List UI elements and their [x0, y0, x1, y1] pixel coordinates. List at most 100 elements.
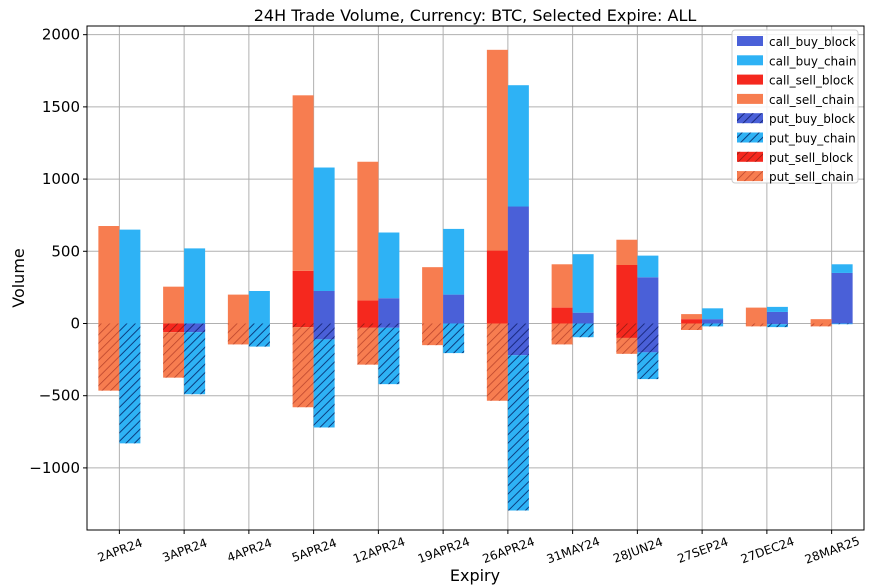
bar-call_buy_chain	[572, 254, 594, 313]
bar-call_buy_block	[507, 206, 529, 324]
bar-call_buy_block	[443, 294, 465, 324]
bar-call_buy_chain	[313, 167, 335, 291]
bar-call_buy_block	[766, 311, 788, 324]
y-axis: −1000 −500 0 500 1000 1500 2000	[29, 26, 87, 477]
legend-box	[731, 29, 859, 184]
bar-call_sell_chain	[227, 294, 249, 324]
bar-call_buy_chain	[248, 290, 270, 324]
x-tick-label: 4APR24	[225, 536, 274, 565]
x-tick-label: 19APR24	[416, 534, 472, 566]
x-tick-label: 12APR24	[351, 534, 407, 566]
bar-hatch-put_sell_block	[163, 323, 185, 333]
bar-hatch-put_sell_chain	[98, 323, 120, 391]
bar-hatch-put_sell_chain	[745, 323, 767, 327]
plot-frame	[86, 25, 865, 531]
bar-call_sell_chain	[745, 307, 767, 324]
bar-hatch-put_sell_chain	[227, 323, 249, 345]
y-tick-label: 2000	[42, 26, 80, 44]
legend-hatch-put_buy_block	[737, 113, 763, 124]
bar-hatch-put_buy_chain	[248, 323, 270, 347]
legend-swatch-call_sell_chain	[737, 93, 763, 104]
bar-hatch-put_buy_chain	[507, 355, 529, 511]
legend-label-call_buy_chain: call_buy_chain	[769, 54, 856, 68]
bar-hatch-put_buy_chain	[831, 323, 853, 325]
bar-hatch-put_buy_block	[507, 323, 529, 356]
bar-call_sell_chain	[551, 264, 573, 308]
legend: call_buy_block call_buy_chain call_sell_bl…	[731, 29, 859, 184]
legend-swatch-call_buy_block	[737, 36, 763, 46]
bar-call_sell_block	[616, 265, 638, 324]
x-tick-label: 26APR24	[481, 534, 537, 566]
bar-hatch-put_buy_block	[637, 323, 659, 353]
x-tick-label: 2APR24	[96, 536, 145, 565]
bar-call_sell_chain	[422, 267, 444, 324]
x-tick-label: 31MAY24	[545, 534, 602, 566]
y-tick-label: 1500	[42, 98, 80, 116]
legend-label-call_buy_block: call_buy_block	[769, 35, 856, 49]
bar-call_sell_block	[357, 300, 379, 324]
y-tick-label: 1000	[42, 170, 80, 188]
legend-label-put_buy_block: put_buy_block	[769, 112, 855, 126]
bars	[98, 49, 853, 511]
x-axis-label: Expiry	[450, 566, 500, 585]
bar-call_buy_chain	[702, 308, 724, 320]
bar-call_sell_chain	[681, 314, 703, 320]
legend-swatch-call_sell_block	[737, 74, 763, 85]
bar-hatch-put_buy_chain	[702, 323, 724, 327]
bar-hatch-put_sell_chain	[357, 327, 379, 365]
bar-hatch-put_sell_chain	[810, 323, 832, 327]
bar-hatch-put_buy_block	[313, 323, 335, 340]
bar-hatch-put_buy_chain	[637, 352, 659, 380]
bar-call_sell_chain	[357, 161, 379, 301]
bar-call_sell_block	[292, 270, 314, 324]
bar-call_buy_block	[378, 298, 400, 324]
bar-hatch-put_sell_chain	[551, 323, 573, 345]
bar-hatch-put_buy_chain	[443, 323, 465, 354]
bar-call_sell_chain	[486, 49, 508, 251]
bar-call_sell_block	[551, 307, 573, 324]
legend-hatch-put_sell_chain	[737, 171, 763, 182]
bar-call_sell_block	[681, 319, 703, 324]
y-axis-label: Volume	[9, 248, 28, 308]
bar-call_buy_block	[572, 312, 594, 324]
bar-hatch-put_sell_chain	[422, 323, 444, 346]
bar-hatch-put_buy_chain	[313, 339, 335, 428]
bar-call_buy_chain	[766, 306, 788, 312]
legend-label-put_sell_block: put_sell_block	[769, 151, 853, 165]
bar-call_buy_chain	[637, 255, 659, 278]
y-tick-label: 500	[51, 242, 80, 260]
chart-title: 24H Trade Volume, Currency: BTC, Selecte…	[254, 6, 697, 25]
x-tick-label: 27SEP24	[675, 535, 730, 566]
bar-hatch-put_buy_block	[766, 323, 788, 325]
bar-hatch-put_buy_chain	[184, 332, 206, 395]
legend-label-put_buy_chain: put_buy_chain	[769, 132, 856, 146]
bar-call_buy_chain	[119, 229, 141, 324]
bar-hatch-put_buy_chain	[572, 323, 594, 338]
legend-label-put_sell_chain: put_sell_chain	[769, 170, 854, 184]
bar-call_buy_block	[831, 272, 853, 324]
bar-call_buy_block	[637, 277, 659, 324]
y-tick-label: −500	[39, 387, 80, 405]
legend-swatch-call_buy_chain	[737, 55, 763, 66]
bar-hatch-put_buy_chain	[378, 327, 400, 385]
legend-label-call_sell_block: call_sell_block	[769, 74, 854, 88]
bar-hatch-put_sell_chain	[486, 323, 508, 401]
bar-call_sell_chain	[616, 239, 638, 266]
bar-call_sell_block	[486, 250, 508, 324]
bar-call_sell_chain	[810, 319, 832, 324]
bar-hatch-put_sell_block	[616, 323, 638, 338]
bar-call_sell_chain	[292, 95, 314, 271]
bar-call_buy_chain	[507, 85, 529, 207]
legend-hatch-put_sell_block	[737, 151, 763, 162]
bar-hatch-put_buy_chain	[119, 323, 141, 444]
bar-hatch-put_buy_block	[378, 323, 400, 328]
bar-call_buy_chain	[831, 264, 853, 273]
bar-call_buy_chain	[184, 248, 206, 324]
legend-label-call_sell_chain: call_sell_chain	[769, 93, 854, 107]
bar-hatch-put_sell_chain	[681, 323, 703, 330]
y-tick-label: −1000	[29, 459, 80, 477]
x-tick-label: 28MAR25	[803, 534, 862, 567]
x-tick-label: 3APR24	[160, 536, 209, 565]
x-tick-label: 28JUN24	[611, 535, 665, 566]
bar-hatch-put_sell_block	[292, 323, 314, 328]
